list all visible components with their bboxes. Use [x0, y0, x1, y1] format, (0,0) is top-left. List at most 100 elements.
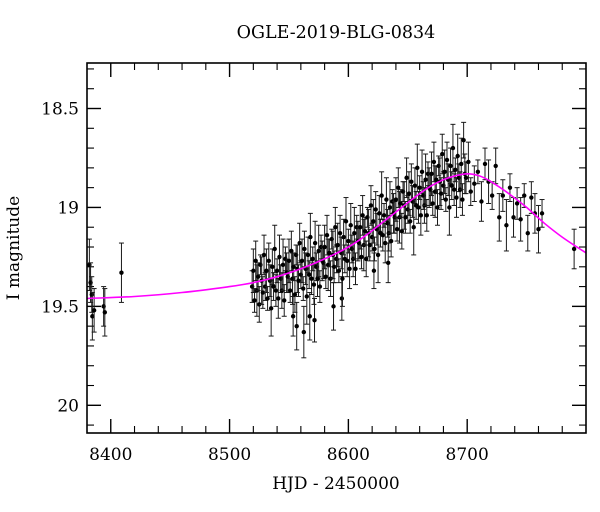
data-point: [424, 213, 429, 218]
data-point: [431, 159, 437, 165]
data-point: [346, 238, 351, 244]
data-point: [310, 256, 315, 262]
data-point: [322, 244, 327, 250]
data-point: [371, 268, 377, 273]
data-point: [312, 318, 317, 323]
data-point: [399, 228, 405, 234]
data-point: [311, 282, 317, 287]
plot-frame: [86, 62, 587, 434]
data-point: [272, 246, 277, 252]
x-tick-label: 8500: [208, 445, 251, 465]
data-point: [296, 278, 301, 283]
x-tick-label: 8400: [89, 445, 132, 465]
data-point: [348, 223, 353, 228]
data-point: [507, 185, 513, 190]
data-point: [368, 203, 374, 208]
data-point: [504, 223, 509, 228]
data-point: [343, 219, 349, 224]
data-point: [448, 163, 453, 169]
data-point: [324, 232, 330, 238]
data-point: [497, 215, 502, 220]
data-point: [317, 284, 323, 289]
data-point: [294, 323, 299, 329]
data-point: [282, 298, 287, 303]
data-point: [500, 193, 506, 198]
data-point: [423, 177, 428, 182]
data-point: [489, 193, 495, 198]
data-point: [459, 161, 464, 167]
data-point: [398, 201, 403, 206]
data-point: [268, 306, 274, 311]
data-point: [479, 199, 484, 204]
data-point: [451, 187, 457, 192]
data-point: [344, 258, 350, 264]
data-point: [290, 314, 296, 319]
data-point: [335, 242, 340, 248]
data-point: [393, 197, 399, 202]
data-point: [514, 201, 520, 206]
data-point: [90, 314, 95, 319]
data-point: [409, 179, 414, 184]
model-light-curve: [86, 172, 587, 300]
data-point: [373, 207, 378, 212]
data-point: [468, 189, 473, 194]
data-point: [377, 211, 382, 216]
data-point: [89, 292, 94, 297]
data-point: [337, 230, 343, 236]
y-axis-label: I magnitude: [4, 196, 24, 300]
data-point: [381, 213, 387, 218]
data-point: [388, 238, 394, 244]
data-point: [415, 165, 420, 171]
data-point: [297, 240, 302, 246]
data-point: [266, 258, 271, 264]
data-point: [447, 205, 452, 210]
data-point: [367, 242, 372, 248]
data-point: [304, 294, 309, 299]
data-point: [472, 181, 477, 186]
data-point: [482, 161, 488, 167]
data-point: [353, 266, 358, 271]
data-point: [384, 197, 389, 202]
data-point: [289, 248, 294, 254]
data-point: [308, 234, 313, 240]
tick-labels-group: 8400 8500 8600 8700 18.5 19 19.5 20: [41, 100, 489, 465]
data-point: [305, 252, 311, 258]
data-point: [333, 225, 338, 230]
data-point: [253, 258, 258, 264]
data-point: [307, 314, 312, 319]
data-point: [493, 163, 498, 169]
data-point: [418, 213, 424, 218]
data-point: [291, 264, 296, 269]
data-point: [331, 264, 337, 269]
data-point: [309, 276, 314, 281]
data-point: [312, 240, 318, 246]
y-tick-label: 18.5: [41, 100, 79, 120]
data-point: [316, 248, 321, 254]
data-point: [261, 252, 267, 258]
data-point: [454, 195, 459, 200]
data-point: [255, 274, 261, 279]
data-point: [364, 256, 369, 262]
data-point: [287, 288, 293, 293]
data-point: [460, 197, 465, 202]
data-point: [411, 225, 416, 230]
data-point: [475, 169, 481, 175]
data-point: [102, 310, 108, 315]
data-point: [463, 175, 469, 180]
data-point: [271, 284, 276, 289]
data-point: [270, 264, 275, 269]
data-point: [306, 272, 312, 277]
data-point: [442, 169, 447, 175]
data-point: [406, 191, 412, 196]
data-point: [571, 246, 577, 252]
data-point: [251, 268, 256, 273]
data-point: [260, 290, 266, 295]
data-point: [302, 246, 307, 252]
data-point: [292, 292, 298, 297]
data-point: [404, 175, 409, 180]
data-point: [371, 219, 376, 224]
axis-ticks-group: [87, 63, 586, 433]
y-tick-label: 20: [57, 396, 79, 416]
data-point: [301, 329, 307, 335]
